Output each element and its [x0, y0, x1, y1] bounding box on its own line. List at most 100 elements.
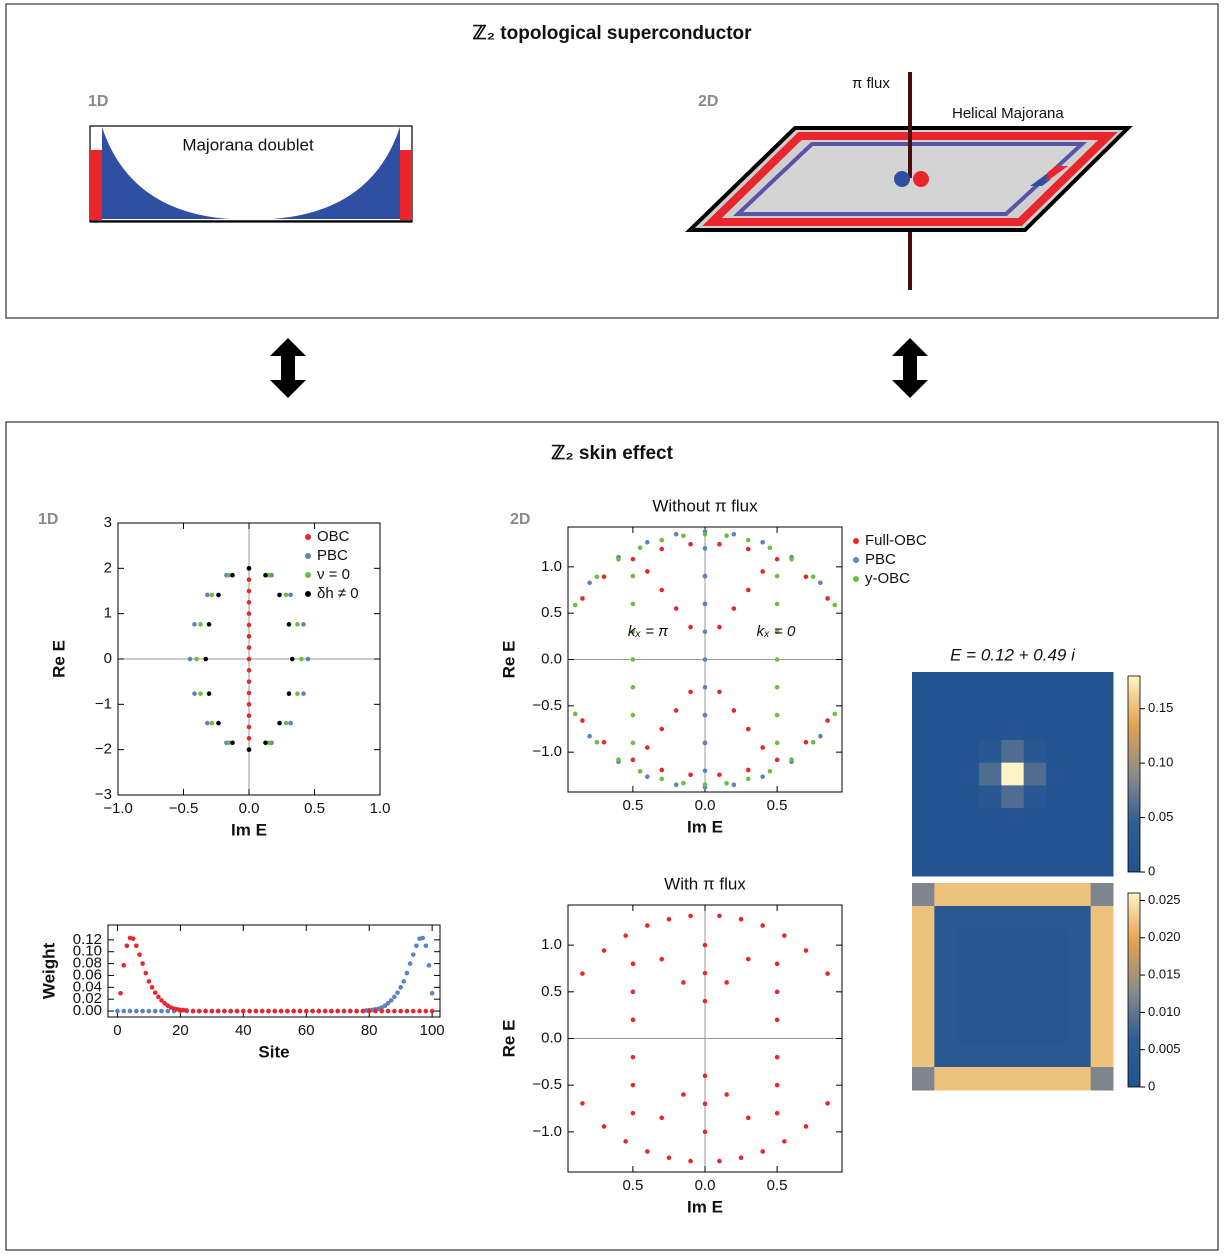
point	[774, 657, 780, 662]
x-axis-label: Im E	[687, 1197, 723, 1216]
point	[702, 782, 708, 787]
heatmap-cell	[912, 906, 935, 930]
point	[659, 776, 665, 782]
x-tick-label: −1.0	[103, 800, 133, 817]
point	[404, 970, 410, 976]
point	[192, 691, 197, 696]
point	[774, 1017, 780, 1023]
heatmap-cell	[1023, 740, 1047, 764]
point	[414, 943, 419, 949]
point	[681, 1092, 686, 1097]
point	[230, 572, 235, 578]
point	[407, 961, 413, 966]
heatmap-cell	[956, 975, 980, 999]
heatmap-cell	[1001, 694, 1025, 718]
point	[659, 1115, 665, 1121]
point	[266, 1008, 271, 1014]
x-tick-label: 0	[113, 1022, 121, 1039]
points	[115, 935, 435, 1014]
y-tick-label: 2	[104, 559, 112, 576]
point	[118, 990, 123, 996]
point	[285, 1008, 290, 1014]
point	[623, 933, 628, 938]
heatmap-cell	[1046, 1021, 1069, 1045]
point	[385, 1001, 391, 1006]
point	[659, 726, 665, 732]
point	[310, 1008, 315, 1014]
x-tick-label: 0.5	[304, 800, 325, 817]
heatmap-cell	[1023, 717, 1047, 741]
point	[130, 936, 136, 941]
point	[429, 1008, 435, 1014]
point	[246, 645, 252, 650]
heatmap-cell	[1068, 785, 1092, 809]
point	[388, 998, 394, 1003]
point	[246, 690, 252, 696]
point	[187, 656, 193, 662]
heatmap-cell	[1068, 672, 1092, 696]
heatmap-cell	[1090, 785, 1114, 809]
heatmap-cell	[979, 672, 1002, 696]
heatmap-cell	[956, 998, 980, 1022]
point	[205, 720, 210, 726]
right-red-mode	[400, 150, 412, 220]
heatmap-cell	[1023, 929, 1047, 953]
heatmap-cell	[934, 717, 958, 741]
point	[702, 768, 708, 773]
heatmap-cell	[1001, 830, 1025, 854]
y-tick-label: 0.0	[541, 1029, 562, 1046]
heatmap-cell	[1046, 998, 1069, 1022]
point	[832, 711, 838, 717]
point	[774, 573, 780, 579]
point	[395, 990, 400, 995]
point	[209, 592, 215, 598]
y-tick-label: 0.02	[73, 990, 102, 1007]
legend-marker	[305, 534, 311, 540]
point	[152, 1008, 158, 1014]
point	[731, 606, 737, 611]
point	[277, 592, 282, 598]
y-tick-label: 0.0	[541, 650, 562, 667]
legend-marker	[305, 591, 311, 597]
point	[789, 557, 794, 562]
x-tick-label: 0.0	[239, 800, 260, 817]
point	[702, 1129, 708, 1135]
point	[630, 961, 636, 967]
point	[659, 767, 665, 773]
heatmap-cell	[1023, 785, 1047, 809]
heatmap-cell	[912, 975, 935, 999]
heatmap-cell	[1023, 762, 1047, 786]
point	[774, 961, 780, 967]
point	[601, 574, 607, 580]
point	[266, 740, 272, 746]
heatmap-cell	[956, 929, 980, 953]
heatmap-cell	[912, 853, 935, 877]
point	[659, 587, 665, 593]
x-tick-label: 0.5	[767, 797, 788, 814]
heatmap-cell	[979, 808, 1002, 832]
point	[162, 1001, 167, 1006]
top-panel-frame	[5, 3, 1219, 319]
y-tick-label: 0.08	[73, 955, 102, 972]
point	[702, 657, 708, 662]
point	[398, 1008, 403, 1014]
point	[630, 684, 636, 690]
point	[702, 684, 708, 690]
heatmap-cell	[1046, 906, 1069, 930]
point	[745, 1115, 751, 1121]
point	[724, 1092, 729, 1097]
point	[247, 1008, 252, 1014]
point	[206, 691, 212, 696]
point	[392, 994, 397, 1000]
point	[277, 720, 282, 726]
point	[745, 956, 751, 962]
point	[630, 1082, 636, 1088]
point	[702, 970, 708, 976]
heatmap-cell	[1090, 883, 1114, 907]
legend-label: ν = 0	[317, 566, 350, 583]
point	[688, 913, 693, 919]
heatmap-cell	[1068, 975, 1092, 999]
heatmap-cell	[956, 906, 980, 930]
heatmap-cell	[979, 853, 1002, 877]
